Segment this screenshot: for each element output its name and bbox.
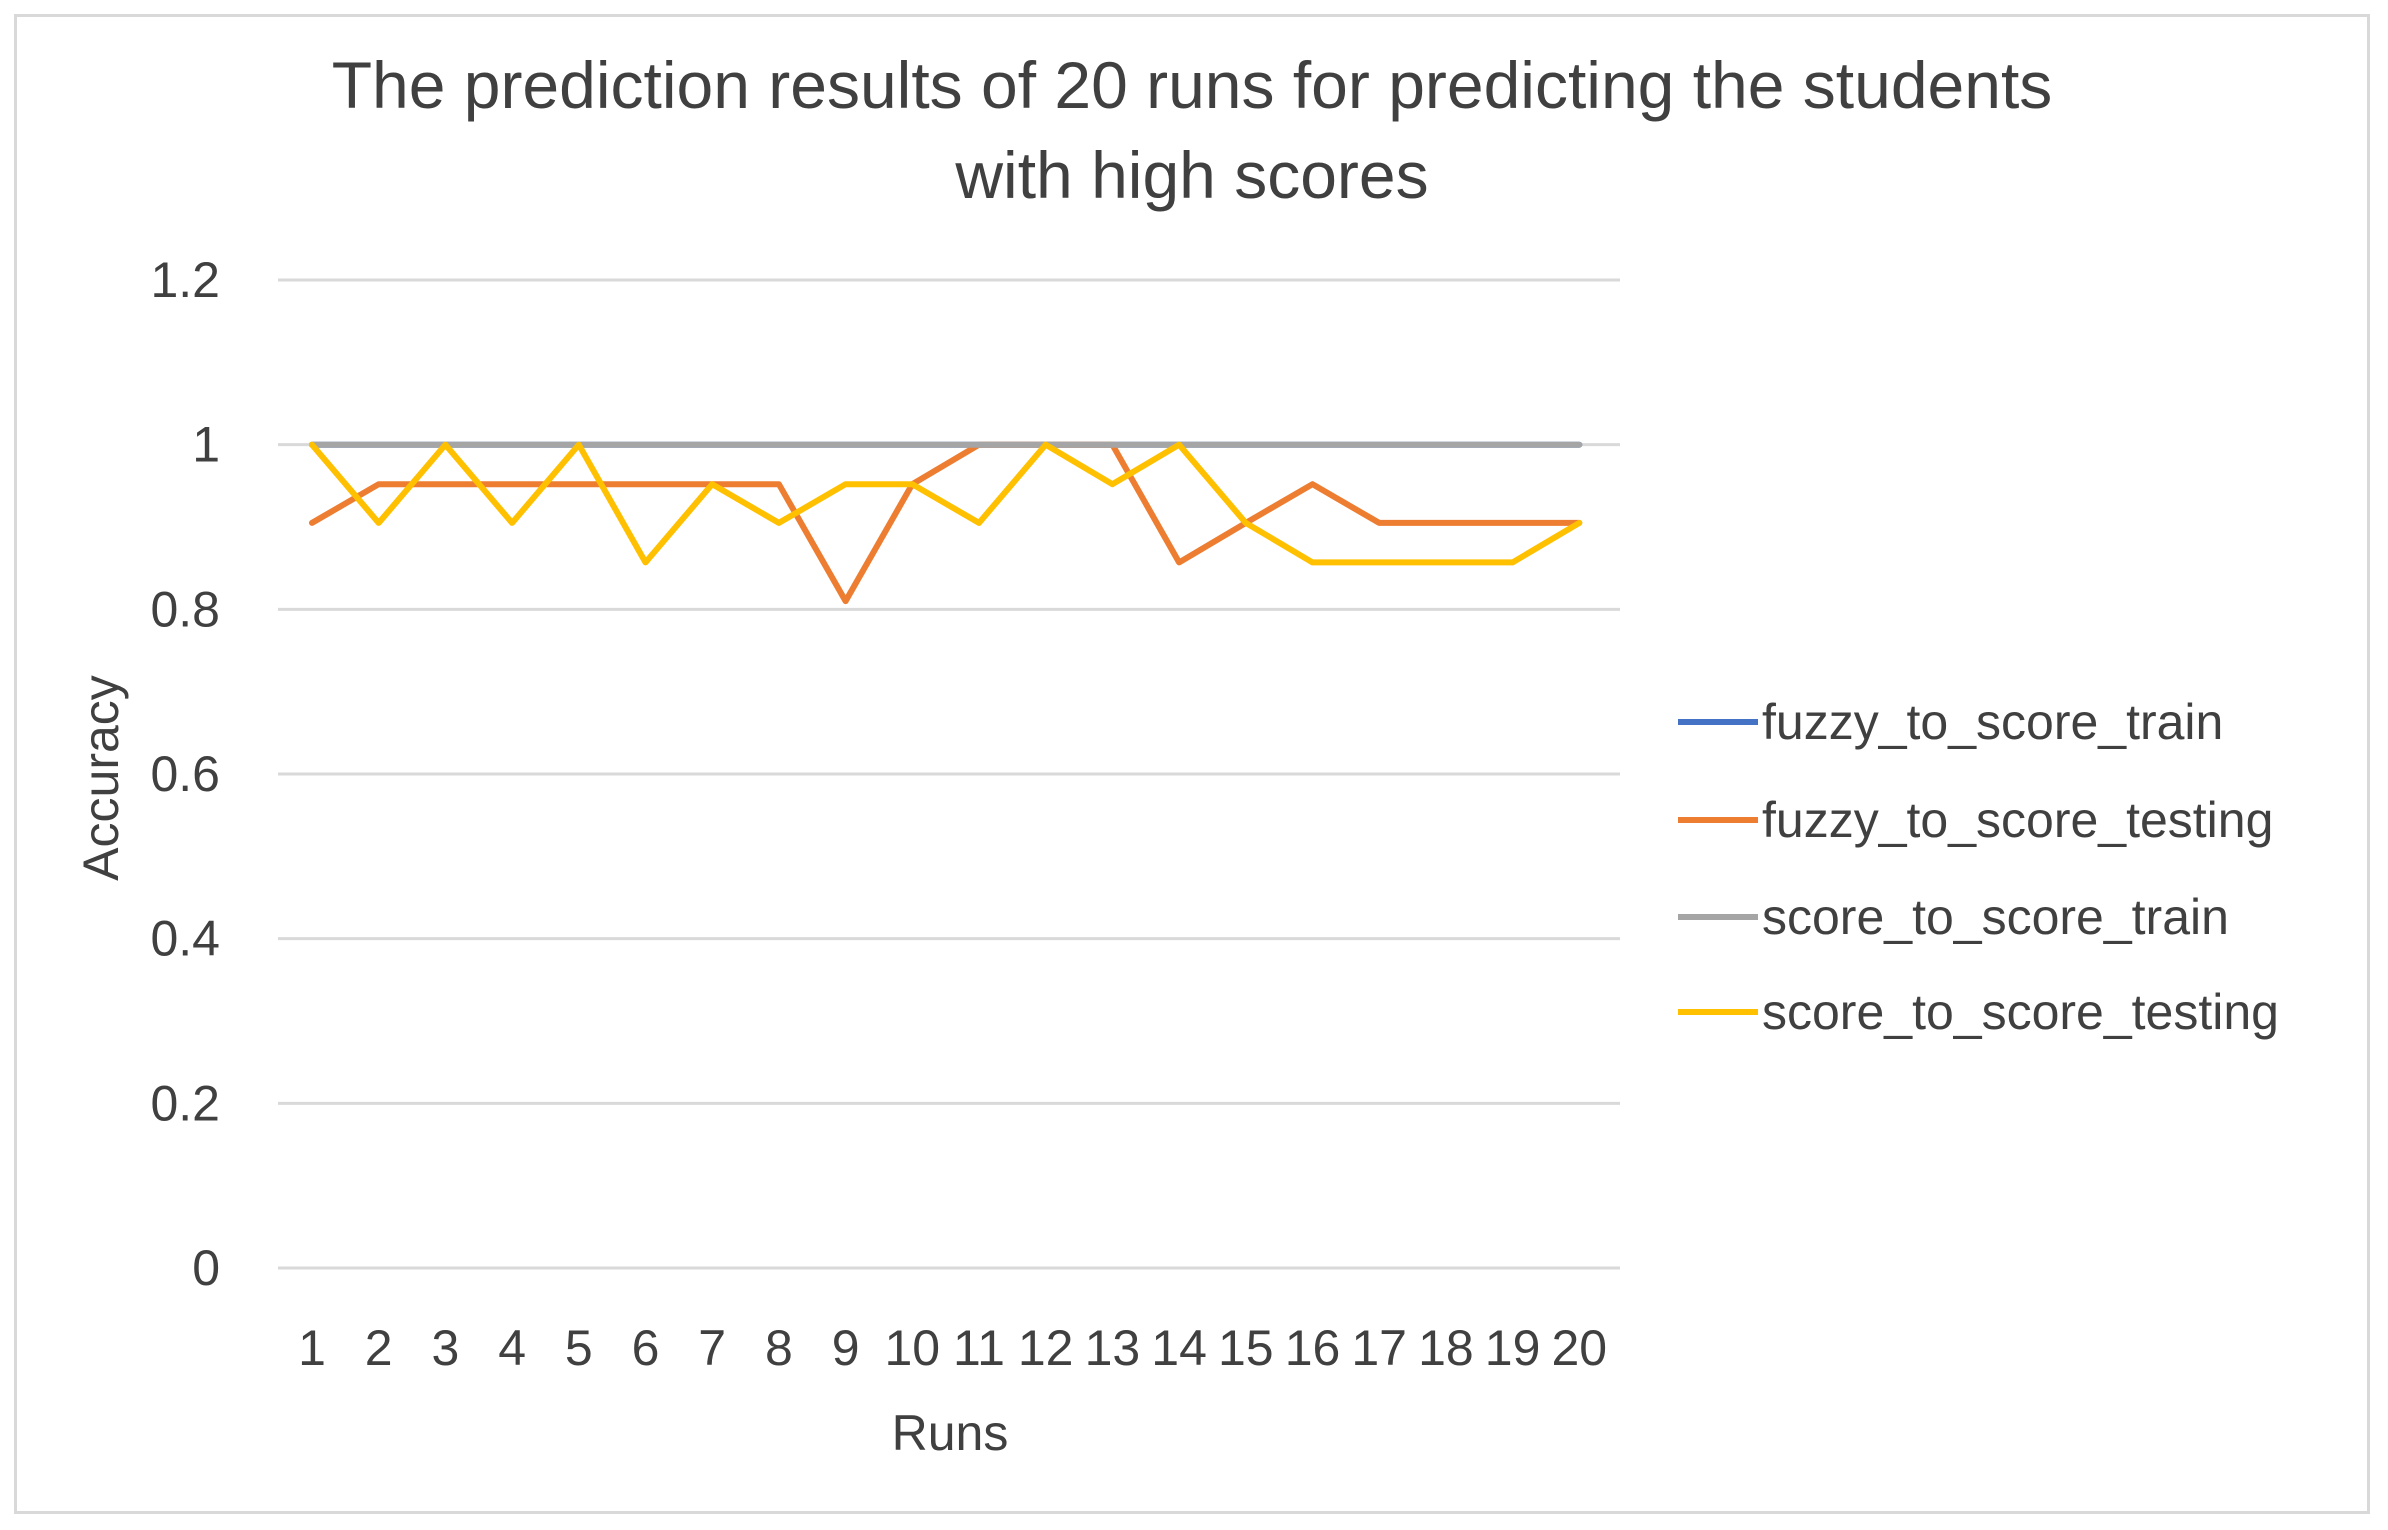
x-tick-label: 7 [698, 1320, 726, 1376]
x-tick-label: 3 [431, 1320, 459, 1376]
legend-label: score_to_score_train [1762, 889, 2229, 945]
y-axis-title: Accuracy [73, 675, 129, 881]
x-tick-label: 19 [1485, 1320, 1541, 1376]
x-tick-label: 13 [1085, 1320, 1141, 1376]
legend-label: fuzzy_to_score_testing [1762, 792, 2273, 848]
x-axis-ticks: 1 2 3 4 5 6 7 8 9 10 11 12 13 14 15 16 17 18 19 20 [298, 1320, 1607, 1376]
x-tick-label: 9 [832, 1320, 860, 1376]
x-tick-label: 10 [884, 1320, 940, 1376]
y-tick-label: 0.2 [150, 1075, 220, 1131]
x-tick-label: 20 [1551, 1320, 1607, 1376]
x-tick-label: 16 [1285, 1320, 1341, 1376]
chart-title-line-1: The prediction results of 20 runs for pr… [332, 48, 2053, 122]
x-tick-label: 4 [498, 1320, 526, 1376]
x-tick-label: 15 [1218, 1320, 1274, 1376]
legend-label: fuzzy_to_score_train [1762, 694, 2223, 750]
x-tick-label: 2 [365, 1320, 393, 1376]
chart-title-line-2: with high scores [954, 138, 1428, 212]
x-tick-label: 11 [953, 1320, 1005, 1376]
chart-frame [14, 14, 2370, 1514]
y-tick-label: 1.2 [150, 252, 220, 308]
x-tick-label: 17 [1351, 1320, 1407, 1376]
y-axis-ticks: 0 0.2 0.4 0.6 0.8 1 1.2 [150, 252, 220, 1296]
y-tick-label: 0 [192, 1240, 220, 1296]
x-tick-label: 6 [632, 1320, 660, 1376]
legend: fuzzy_to_score_train fuzzy_to_score_testi… [1678, 694, 2279, 1040]
x-tick-label: 1 [298, 1320, 326, 1376]
y-tick-label: 1 [192, 417, 220, 473]
x-tick-label: 5 [565, 1320, 593, 1376]
x-tick-label: 12 [1018, 1320, 1074, 1376]
y-tick-label: 0.6 [150, 746, 220, 802]
x-axis-title: Runs [892, 1405, 1009, 1461]
series-line-4 [309, 441, 1583, 566]
x-tick-label: 18 [1418, 1320, 1474, 1376]
series-lines [309, 441, 1583, 605]
legend-label: score_to_score_testing [1762, 984, 2279, 1040]
series-line-2 [309, 441, 1583, 605]
x-tick-label: 14 [1151, 1320, 1207, 1376]
y-tick-label: 0.8 [150, 581, 220, 637]
gridlines [278, 278, 1620, 1270]
x-tick-label: 8 [765, 1320, 793, 1376]
y-tick-label: 0.4 [150, 911, 220, 967]
